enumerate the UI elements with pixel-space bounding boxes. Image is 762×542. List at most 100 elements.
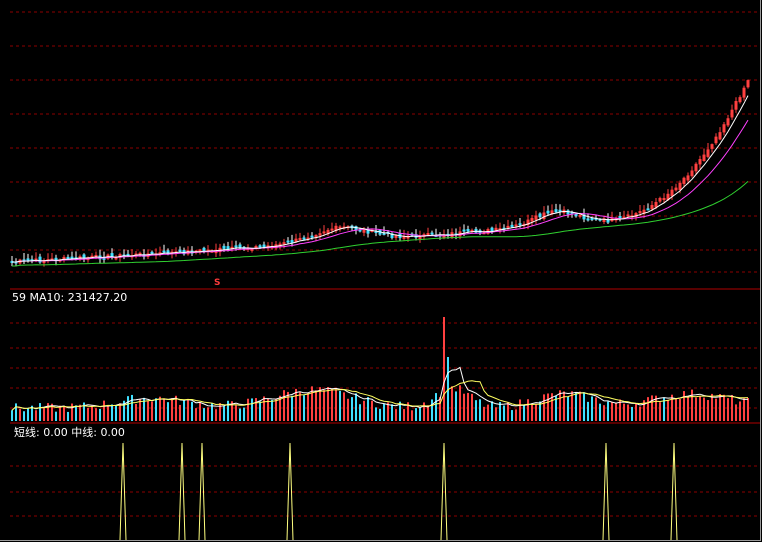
volume-bar — [679, 398, 681, 421]
volume-bar — [675, 399, 677, 421]
candle-body — [110, 253, 114, 257]
candle-body — [282, 242, 286, 245]
volume-bar — [67, 411, 69, 421]
volume-bar — [627, 404, 629, 421]
volume-bar — [471, 393, 473, 421]
volume-bar — [383, 403, 385, 421]
volume-bar — [535, 404, 537, 421]
volume-bar — [163, 398, 165, 421]
volume-bar — [119, 403, 121, 421]
volume-bar — [47, 403, 49, 421]
candle-body — [418, 236, 422, 239]
volume-bar — [587, 401, 589, 421]
volume-bar — [331, 388, 333, 421]
candle-body — [394, 235, 398, 238]
volume-bar — [543, 394, 545, 421]
volume-bar — [479, 399, 481, 421]
candle-body — [254, 246, 258, 249]
candle-body — [490, 227, 494, 232]
volume-bar — [551, 393, 553, 421]
volume-bar — [555, 396, 557, 421]
volume-bar — [687, 396, 689, 421]
candle-body — [426, 233, 430, 236]
volume-bar — [611, 402, 613, 421]
volume-bar — [407, 402, 409, 421]
volume-bar — [467, 392, 469, 421]
candle-body — [330, 228, 334, 231]
volume-bar — [307, 392, 309, 421]
volume-bar — [271, 399, 273, 421]
volume-ma-white-line — [11, 366, 748, 411]
candle-body — [694, 163, 698, 172]
volume-bar — [167, 402, 169, 421]
candle-body — [566, 210, 570, 215]
volume-bar — [395, 409, 397, 421]
candle-body — [162, 250, 166, 253]
volume-bar — [735, 404, 737, 421]
candle-body — [338, 226, 342, 229]
short-line-value: 0.00 — [43, 426, 68, 439]
ma-green-line — [12, 181, 749, 267]
volume-bar — [287, 391, 289, 421]
volume-bar — [571, 391, 573, 421]
candle-body — [506, 225, 510, 228]
candle-body — [706, 149, 710, 157]
candle-body — [718, 132, 722, 140]
volume-bar — [27, 408, 29, 421]
volume-bar — [251, 398, 253, 421]
candle-body — [526, 219, 530, 226]
volume-bar — [703, 397, 705, 421]
volume-bar — [35, 410, 37, 421]
volume-bar — [123, 400, 125, 421]
volume-bar — [127, 396, 129, 421]
candle-body — [654, 201, 658, 208]
volume-bar — [23, 411, 25, 421]
volume-bar — [507, 402, 509, 421]
volume-bar — [651, 395, 653, 421]
candle-body — [646, 208, 650, 211]
indicator-spike — [198, 442, 206, 541]
volume-bar — [463, 393, 465, 421]
volume-bar — [523, 405, 525, 421]
candle-body — [734, 101, 738, 110]
volume-bar — [347, 398, 349, 421]
candle-body — [578, 214, 582, 217]
candle-body — [286, 240, 290, 243]
volume-bar — [303, 395, 305, 421]
volume-bar — [151, 401, 153, 421]
volume-bar — [595, 397, 597, 421]
mid-line-value: 0.00 — [100, 426, 125, 439]
volume-bar — [475, 400, 477, 421]
volume-bar — [691, 389, 693, 421]
candle-body — [494, 227, 498, 231]
volume-bar — [43, 408, 45, 421]
candle-body — [38, 256, 42, 263]
volume-bar — [495, 407, 497, 421]
volume-bar — [171, 398, 173, 421]
volume-bar — [423, 402, 425, 421]
volume-bar — [539, 401, 541, 421]
volume-bar — [295, 388, 297, 421]
volume-bar — [147, 400, 149, 421]
volume-bar — [399, 401, 401, 421]
candle-body — [658, 197, 662, 202]
candle-body — [222, 245, 226, 249]
volume-bar — [419, 407, 421, 421]
indicator-spike — [670, 442, 678, 541]
candle-body — [690, 170, 694, 177]
indicator-spike — [440, 442, 448, 541]
volume-bar — [243, 407, 245, 421]
volume-bar — [19, 408, 21, 421]
volume-bar — [387, 402, 389, 421]
volume-bar — [411, 410, 413, 421]
volume-bar — [235, 405, 237, 421]
volume-bar — [643, 400, 645, 421]
volume-bar — [335, 389, 337, 421]
candle-body — [726, 118, 730, 126]
candle-body — [474, 228, 478, 233]
volume-bar — [459, 385, 461, 421]
indicator-legend: 短线: 0.00 中线: 0.00 — [14, 426, 125, 439]
